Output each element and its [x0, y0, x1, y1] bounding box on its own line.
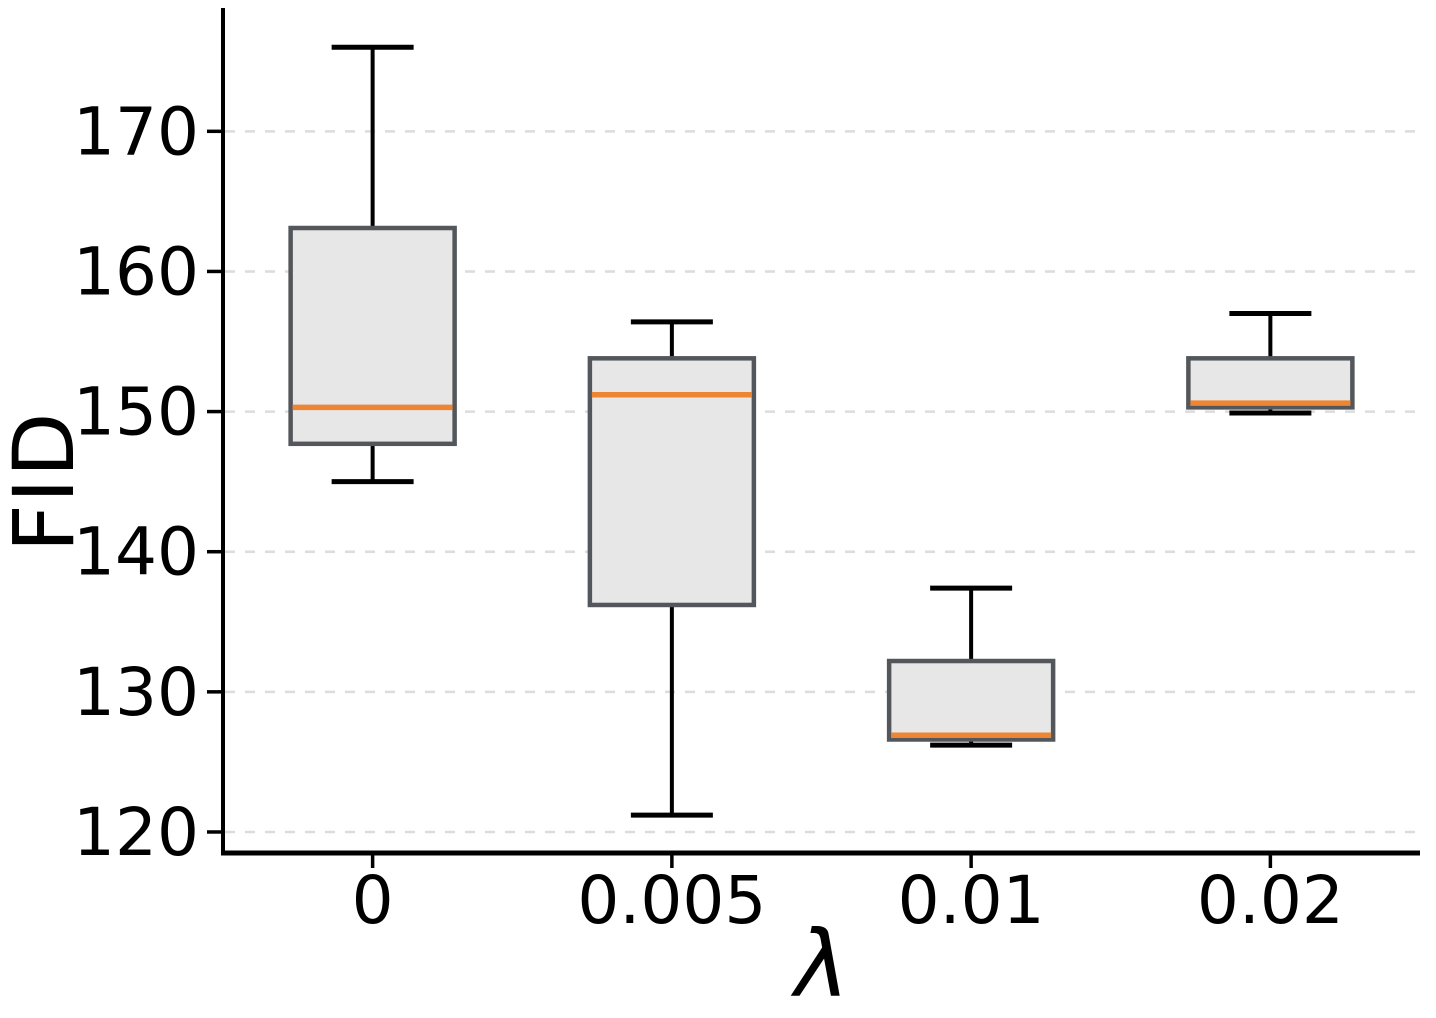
x-tick-label: 0.005	[577, 862, 766, 939]
x-tick-label: 0	[352, 862, 394, 939]
y-axis-label: FID	[0, 411, 93, 553]
x-tick-label: 0.01	[898, 862, 1045, 939]
x-axis-label: λ	[794, 910, 850, 1018]
y-tick-label: 160	[73, 233, 199, 310]
box-0	[288, 225, 457, 447]
y-tick-label: 150	[73, 374, 199, 451]
box-1	[587, 356, 757, 608]
box-3	[1186, 356, 1355, 410]
y-tick-label: 140	[73, 514, 199, 591]
y-tick-label: 170	[73, 93, 199, 170]
y-tick-label: 120	[73, 794, 199, 871]
x-tick-label: 0.02	[1197, 862, 1344, 939]
y-tick-label: 130	[73, 654, 199, 731]
box-2	[886, 658, 1056, 742]
